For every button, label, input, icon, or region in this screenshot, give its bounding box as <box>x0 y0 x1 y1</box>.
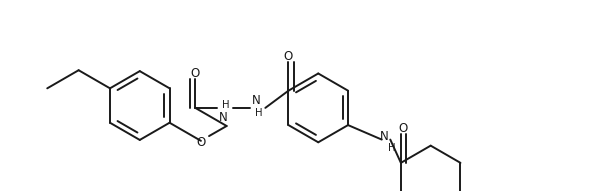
Text: N: N <box>252 94 260 107</box>
Text: N: N <box>219 112 227 124</box>
Text: H: H <box>255 108 262 118</box>
Text: O: O <box>190 67 200 80</box>
Text: H: H <box>389 143 396 153</box>
Text: N: N <box>380 130 389 143</box>
Text: H: H <box>223 100 230 110</box>
Text: O: O <box>196 136 205 149</box>
Text: O: O <box>398 122 408 135</box>
Text: O: O <box>284 50 293 63</box>
